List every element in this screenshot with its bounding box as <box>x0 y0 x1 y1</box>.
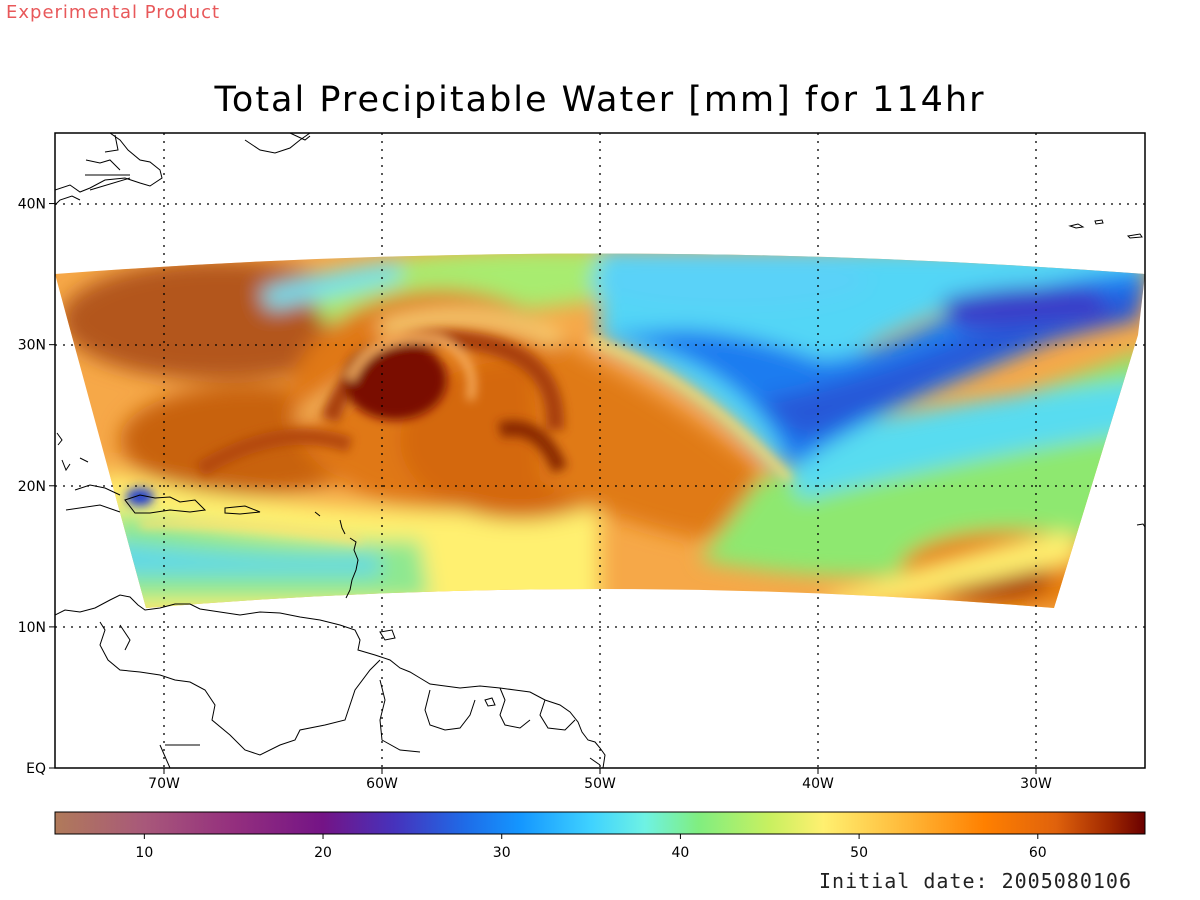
experimental-product-watermark: Experimental Product <box>6 2 221 23</box>
tpw-field <box>55 253 1145 608</box>
colorbar-tick-label: 50 <box>850 845 868 861</box>
lat-tick-label: 10N <box>18 620 46 636</box>
colorbar-bar <box>54 811 1146 835</box>
colorbar: 10 20 30 40 50 60 <box>54 811 1146 861</box>
colorbar-tick-label: 60 <box>1029 845 1047 861</box>
lat-tick-label: 30N <box>18 338 46 354</box>
lon-tick-label: 30W <box>1020 776 1052 792</box>
colorbar-tick-label: 20 <box>314 845 332 861</box>
colorbar-tick-label: 30 <box>493 845 511 861</box>
map-axes: 70W 60W 50W 40W 30W EQ 10N 20N 30N 40N <box>18 197 1052 792</box>
coastlines <box>55 133 1145 768</box>
lat-tick-label: EQ <box>26 761 46 777</box>
graticule <box>55 133 1145 768</box>
lon-tick-label: 60W <box>366 776 398 792</box>
lat-tick-label: 40N <box>18 197 46 213</box>
colorbar-ticks: 10 20 30 40 50 60 <box>135 834 1047 861</box>
colorbar-tick-label: 40 <box>671 845 689 861</box>
map-title: Total Precipitable Water [mm] for 114hr <box>214 80 986 120</box>
lon-tick-label: 40W <box>802 776 834 792</box>
colorbar-tick-label: 10 <box>135 845 153 861</box>
lat-tick-label: 20N <box>18 479 46 495</box>
lon-tick-label: 70W <box>148 776 180 792</box>
initial-date: Initial date: 2005080106 <box>819 869 1132 893</box>
lon-tick-label: 50W <box>584 776 616 792</box>
